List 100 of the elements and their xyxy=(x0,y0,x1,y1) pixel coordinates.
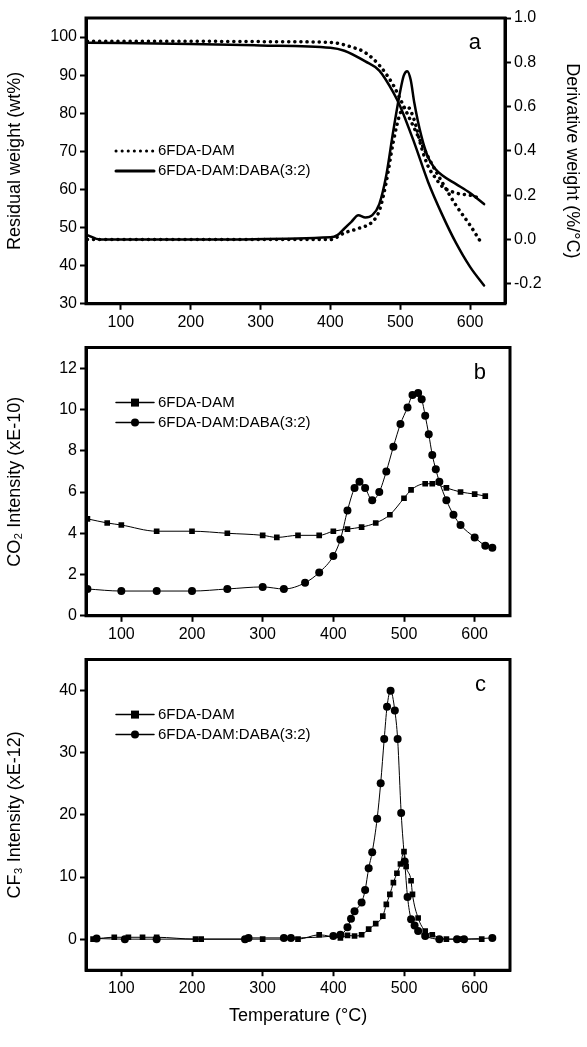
point xyxy=(415,915,421,921)
point xyxy=(139,934,146,941)
point xyxy=(125,934,132,941)
y2-tick-label: 1.0 xyxy=(514,8,537,26)
y-tick-label: 70 xyxy=(59,141,78,159)
point xyxy=(471,491,478,497)
point xyxy=(361,886,370,895)
y2-tick-label: 0.8 xyxy=(514,52,537,70)
legend-label: 6FDA-DAM:DABA(3:2) xyxy=(158,161,311,179)
point xyxy=(382,467,391,476)
point xyxy=(383,702,392,711)
x-tick-label: 300 xyxy=(249,979,277,997)
point xyxy=(397,809,406,818)
x-tick-label: 500 xyxy=(386,312,414,330)
point xyxy=(376,779,385,788)
point xyxy=(424,430,433,439)
point xyxy=(104,520,111,526)
point xyxy=(488,933,497,942)
x-tick-label: 500 xyxy=(390,979,418,997)
x-tick-label: 100 xyxy=(107,624,135,642)
point xyxy=(347,914,355,923)
x-tick-label: 300 xyxy=(249,624,277,642)
x-tick-label: 400 xyxy=(317,312,344,330)
point xyxy=(380,735,389,744)
point xyxy=(397,861,404,867)
point xyxy=(152,587,161,596)
point xyxy=(417,395,426,404)
point xyxy=(316,931,323,938)
y-tick-label: 8 xyxy=(68,441,78,459)
point xyxy=(358,931,365,938)
point xyxy=(224,530,231,537)
point xyxy=(118,522,125,528)
legend-label: 6FDA-DAM xyxy=(158,392,235,410)
point xyxy=(443,936,450,942)
x-tick-label: 200 xyxy=(177,312,205,330)
x-tick-label: 600 xyxy=(461,624,489,642)
annotation: b xyxy=(473,358,486,384)
point xyxy=(435,477,444,486)
point xyxy=(295,532,301,539)
x-axis-title: Temperature (°C) xyxy=(228,1005,368,1026)
point xyxy=(117,587,126,596)
y-tick-label: 100 xyxy=(50,27,78,45)
point xyxy=(258,582,267,591)
point xyxy=(449,510,458,519)
point xyxy=(379,913,386,919)
y-tick-label: 20 xyxy=(59,805,78,823)
y-tick-label: 40 xyxy=(59,681,78,699)
point xyxy=(343,923,352,932)
x-tick-label: 600 xyxy=(456,312,484,330)
point xyxy=(358,524,365,530)
point xyxy=(316,532,323,539)
point xyxy=(279,584,288,593)
point xyxy=(188,587,196,596)
y-tick-label: 4 xyxy=(68,523,78,541)
y2-tick-label: -0.2 xyxy=(514,274,542,292)
legend-label: 6FDA-DAM xyxy=(158,704,235,722)
point xyxy=(386,686,395,695)
y-tick-label: 0 xyxy=(68,929,78,947)
point xyxy=(361,483,370,492)
point xyxy=(481,541,490,550)
y-tick-label: 40 xyxy=(59,256,78,274)
point xyxy=(223,584,232,593)
point xyxy=(355,477,364,486)
point xyxy=(315,568,324,577)
y-tick-label: 30 xyxy=(59,743,78,761)
point xyxy=(375,488,384,497)
y-tick-label: 80 xyxy=(59,103,78,121)
point xyxy=(414,927,423,936)
point xyxy=(368,848,377,857)
point xyxy=(350,483,359,492)
point xyxy=(396,419,405,428)
point xyxy=(259,936,266,942)
point xyxy=(429,480,436,487)
point xyxy=(389,442,398,451)
y-axis-title: Residual weight (wt%) xyxy=(3,71,24,250)
y-tick-label: 50 xyxy=(59,217,78,235)
x-tick-label: 600 xyxy=(461,979,489,997)
point xyxy=(153,528,160,535)
x-tick-label: 500 xyxy=(390,624,418,642)
point xyxy=(422,480,429,487)
point xyxy=(414,388,423,397)
y-tick-label: 30 xyxy=(59,294,78,312)
point xyxy=(189,528,195,535)
point xyxy=(111,934,118,941)
point xyxy=(192,936,199,942)
point xyxy=(428,450,437,459)
point xyxy=(198,936,205,942)
point xyxy=(295,936,301,942)
x-tick-label: 400 xyxy=(319,979,347,997)
y2-tick-label: 0.2 xyxy=(514,185,537,203)
y-tick-label: 6 xyxy=(68,482,78,500)
point xyxy=(422,928,429,934)
point xyxy=(344,526,351,532)
point xyxy=(488,543,497,552)
y2-axis-title: Derivative weight (%/°C) xyxy=(563,63,584,259)
point xyxy=(429,931,436,938)
point xyxy=(372,920,379,927)
y-tick-label: 10 xyxy=(59,399,78,417)
y-tick-label: 0 xyxy=(68,606,78,624)
point xyxy=(365,926,372,933)
